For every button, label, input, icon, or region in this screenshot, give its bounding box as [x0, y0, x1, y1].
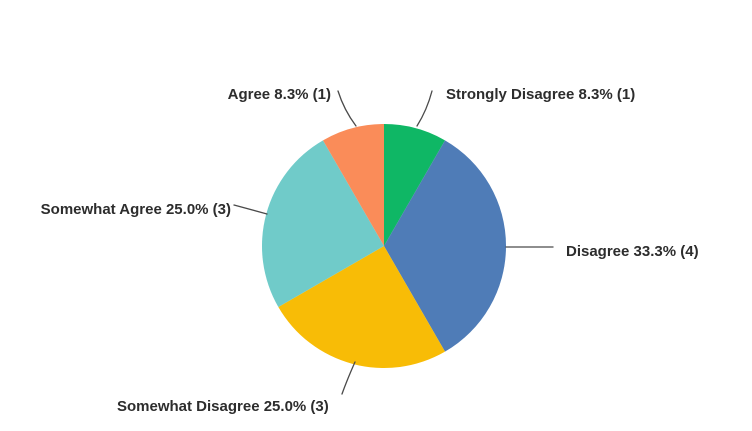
pie-slices: [261, 124, 507, 369]
leader-line-somewhat-disagree: [341, 361, 356, 395]
pie-slice-strongly-disagree[interactable]: [384, 124, 445, 246]
pie-slice-disagree[interactable]: [384, 140, 507, 352]
slice-label-agree: Agree 8.3% (1): [227, 86, 331, 103]
pie-slice-somewhat-agree[interactable]: [261, 140, 384, 307]
leader-line-somewhat-agree: [233, 204, 268, 215]
leader-line-agree: [337, 90, 357, 127]
slice-label-somewhat-agree: Somewhat Agree 25.0% (3): [40, 201, 231, 218]
pie-slice-agree[interactable]: [323, 124, 384, 246]
slice-label-disagree: Disagree 33.3% (4): [566, 243, 699, 260]
pie-slice-somewhat-disagree[interactable]: [278, 246, 445, 369]
leader-line-strongly-disagree: [416, 90, 433, 127]
slice-label-somewhat-disagree: Somewhat Disagree 25.0% (3): [117, 398, 329, 415]
leader-lines: [233, 90, 554, 395]
slice-label-strongly-disagree: Strongly Disagree 8.3% (1): [446, 86, 636, 103]
